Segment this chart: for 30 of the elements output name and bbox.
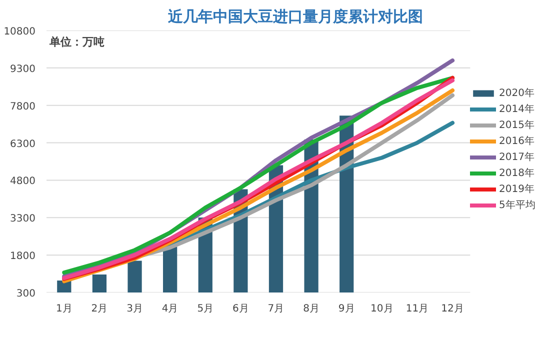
- legend-label: 2015年: [499, 119, 534, 132]
- y-tick-label: 300: [16, 288, 36, 300]
- legend-label: 5年平均: [499, 199, 536, 212]
- x-tick-label: 1月: [56, 304, 72, 314]
- chart-title: 近几年中国大豆进口量月度累计对比图: [167, 8, 423, 26]
- y-tick-label: 6300: [10, 138, 36, 150]
- x-tick-label: 11月: [406, 304, 429, 314]
- x-tick-label: 3月: [126, 304, 143, 314]
- y-tick-label: 9300: [10, 64, 36, 75]
- legend-label: 2016年: [499, 135, 534, 148]
- x-tick-label: 6月: [232, 304, 249, 314]
- x-tick-label: 9月: [338, 304, 355, 314]
- x-tick-label: 4月: [162, 304, 178, 314]
- x-tick-label: 8月: [303, 304, 320, 314]
- y-tick-label: 1800: [10, 251, 36, 262]
- x-tick-label: 12月: [441, 304, 464, 314]
- y-tick-label: 3300: [10, 214, 36, 225]
- y-tick-label: 4800: [10, 176, 36, 188]
- x-tick-label: 7月: [268, 304, 284, 314]
- x-tick-label: 10月: [370, 304, 394, 314]
- x-tick-label: 2月: [91, 304, 108, 314]
- x-tick-label: 5月: [197, 304, 214, 314]
- legend-label: 2019年: [499, 183, 534, 196]
- annotation: 单位：万吨: [48, 36, 104, 48]
- legend-label: 2017年: [499, 151, 534, 164]
- y-tick-label: 7800: [10, 101, 36, 112]
- legend-label: 2014年: [499, 103, 534, 116]
- y-tick-label: 10800: [4, 26, 36, 38]
- legend-label: 2018年: [499, 167, 534, 180]
- legend-label: 2020年: [499, 87, 534, 100]
